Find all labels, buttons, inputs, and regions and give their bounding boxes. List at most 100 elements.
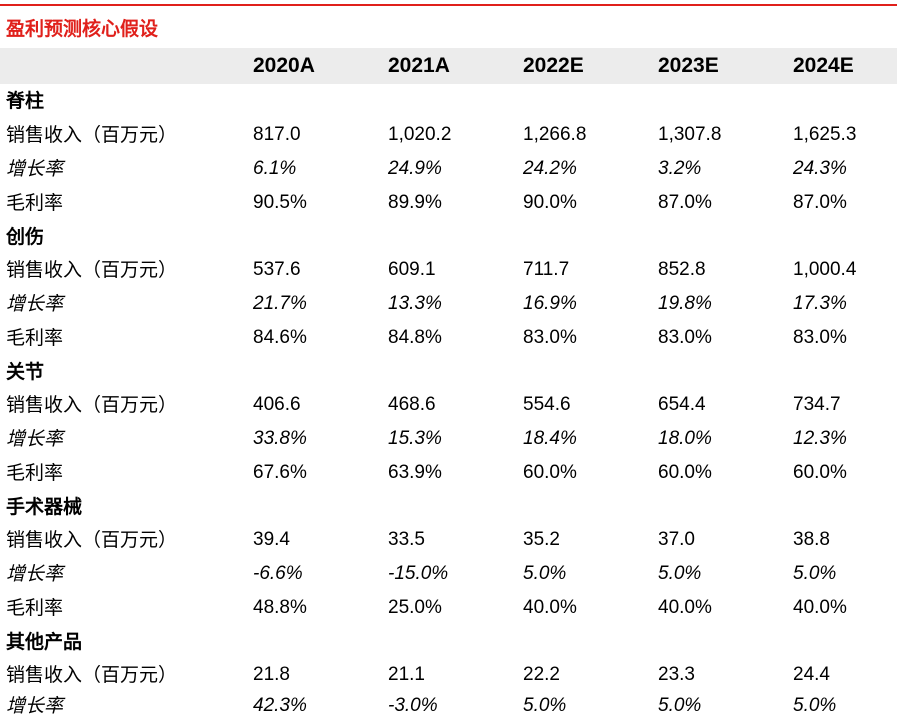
table-row-revenue: 销售收入（百万元） 817.0 1,020.2 1,266.8 1,307.8 … — [0, 118, 897, 152]
row-label: 毛利率 — [6, 462, 64, 484]
section-header-surgical-instruments: 手术器械 — [0, 490, 897, 524]
table-cell: 13.3% — [388, 293, 442, 314]
table-cell: 84.6% — [253, 327, 307, 348]
table-cell: 90.5% — [253, 192, 307, 213]
table-cell: 537.6 — [253, 259, 301, 280]
table-cell: 21.8 — [253, 664, 290, 685]
row-label: 销售收入（百万元） — [6, 664, 178, 686]
table-cell: 38.8 — [793, 529, 830, 550]
table-cell: 37.0 — [658, 529, 695, 550]
table-cell: 25.0% — [388, 597, 442, 618]
table-cell: 5.0% — [658, 695, 702, 716]
column-header: 2023E — [658, 54, 719, 77]
table-cell: 3.2% — [658, 158, 702, 179]
table-cell: 817.0 — [253, 124, 301, 145]
table-cell: 19.8% — [658, 293, 712, 314]
section-label: 脊柱 — [6, 90, 45, 112]
table-cell: 17.3% — [793, 293, 847, 314]
table-cell: 1,625.3 — [793, 124, 857, 145]
table-cell: -15.0% — [388, 563, 449, 584]
row-label: 增长率 — [6, 563, 64, 585]
top-rule — [0, 4, 897, 6]
table-cell: 33.5 — [388, 529, 425, 550]
row-label: 毛利率 — [6, 597, 64, 619]
column-header-row: 2020A 2021A 2022E 2023E 2024E — [0, 48, 897, 84]
section-label: 其他产品 — [6, 631, 83, 653]
table-cell: 60.0% — [658, 462, 712, 483]
table-cell: 654.4 — [658, 394, 706, 415]
table-row-revenue: 销售收入（百万元） 21.8 21.1 22.2 23.3 24.4 — [0, 658, 897, 692]
table-cell: 609.1 — [388, 259, 436, 280]
table-cell: -6.6% — [253, 563, 303, 584]
section-header-other-products: 其他产品 — [0, 625, 897, 659]
row-label: 增长率 — [6, 428, 64, 450]
table-cell: 24.9% — [388, 158, 442, 179]
table-cell: 554.6 — [523, 394, 571, 415]
row-label: 销售收入（百万元） — [6, 124, 178, 146]
table-row-gross-margin: 毛利率 90.5% 89.9% 90.0% 87.0% 87.0% — [0, 186, 897, 220]
column-header: 2024E — [793, 54, 854, 77]
table-cell: 5.0% — [523, 563, 567, 584]
table-row-revenue: 销售收入（百万元） 39.4 33.5 35.2 37.0 38.8 — [0, 523, 897, 557]
table-cell: 48.8% — [253, 597, 307, 618]
row-label: 增长率 — [6, 158, 64, 180]
table-cell: 711.7 — [523, 259, 570, 280]
table-cell: 63.9% — [388, 462, 442, 483]
table-cell: 12.3% — [793, 428, 847, 449]
table-cell: 16.9% — [523, 293, 577, 314]
table-cell: 22.2 — [523, 664, 560, 685]
table-row-growth: 增长率 33.8% 15.3% 18.4% 18.0% 12.3% — [0, 422, 897, 456]
table-cell: 90.0% — [523, 192, 577, 213]
table-cell: 1,266.8 — [523, 124, 587, 145]
table-row-growth: 增长率 6.1% 24.9% 24.2% 3.2% 24.3% — [0, 152, 897, 186]
table-cell: 89.9% — [388, 192, 442, 213]
column-header: 2021A — [388, 54, 450, 77]
table-cell: 40.0% — [658, 597, 712, 618]
table-row-growth: 增长率 -6.6% -15.0% 5.0% 5.0% 5.0% — [0, 557, 897, 591]
table-cell: 406.6 — [253, 394, 301, 415]
table-row-gross-margin: 毛利率 67.6% 63.9% 60.0% 60.0% 60.0% — [0, 456, 897, 490]
table-cell: 5.0% — [523, 695, 567, 716]
table-cell: 5.0% — [793, 695, 837, 716]
table-cell: 35.2 — [523, 529, 560, 550]
table-cell: 24.2% — [523, 158, 577, 179]
table-cell: 15.3% — [388, 428, 442, 449]
table-cell: 5.0% — [658, 563, 702, 584]
table-cell: 852.8 — [658, 259, 706, 280]
table-cell: 24.3% — [793, 158, 847, 179]
table-cell: 40.0% — [793, 597, 847, 618]
section-label: 手术器械 — [6, 496, 83, 518]
table-row-growth: 增长率 42.3% -3.0% 5.0% 5.0% 5.0% — [0, 689, 897, 721]
table-cell: 87.0% — [793, 192, 847, 213]
column-header: 2020A — [253, 54, 315, 77]
table-cell: 39.4 — [253, 529, 290, 550]
table-cell: 1,020.2 — [388, 124, 452, 145]
row-label: 毛利率 — [6, 192, 64, 214]
table-cell: -3.0% — [388, 695, 438, 716]
table-cell: 83.0% — [658, 327, 712, 348]
table-cell: 23.3 — [658, 664, 695, 685]
table-title: 盈利预测核心假设 — [6, 18, 159, 40]
section-label: 关节 — [6, 361, 45, 383]
row-label: 销售收入（百万元） — [6, 394, 178, 416]
table-cell: 18.4% — [523, 428, 577, 449]
table-cell: 5.0% — [793, 563, 837, 584]
table-cell: 24.4 — [793, 664, 830, 685]
table-row-gross-margin: 毛利率 84.6% 84.8% 83.0% 83.0% 83.0% — [0, 321, 897, 355]
section-header-joint: 关节 — [0, 355, 897, 389]
table-cell: 60.0% — [523, 462, 577, 483]
table-cell: 21.7% — [253, 293, 307, 314]
section-header-spine: 脊柱 — [0, 84, 897, 118]
table-cell: 18.0% — [658, 428, 712, 449]
table-row-gross-margin: 毛利率 48.8% 25.0% 40.0% 40.0% 40.0% — [0, 591, 897, 625]
table-cell: 734.7 — [793, 394, 841, 415]
section-label: 创伤 — [6, 226, 45, 248]
table-cell: 6.1% — [253, 158, 297, 179]
table-cell: 84.8% — [388, 327, 442, 348]
row-label: 增长率 — [6, 695, 64, 717]
table-cell: 33.8% — [253, 428, 307, 449]
table-cell: 21.1 — [388, 664, 425, 685]
section-header-trauma: 创伤 — [0, 220, 897, 254]
row-label: 毛利率 — [6, 327, 64, 349]
table-cell: 83.0% — [793, 327, 847, 348]
